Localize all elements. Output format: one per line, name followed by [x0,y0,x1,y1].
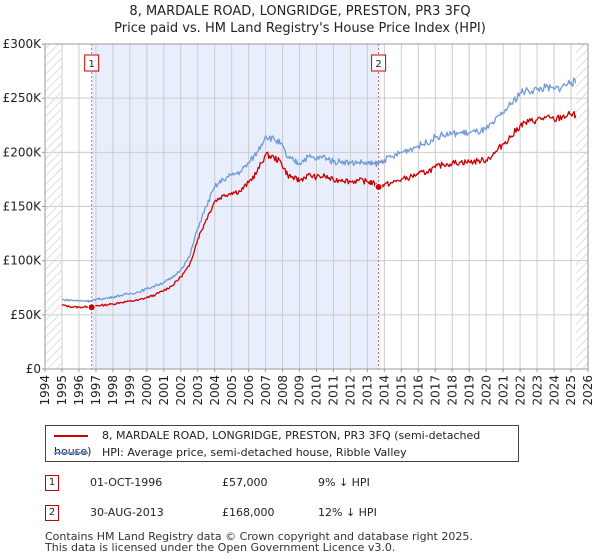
legend-swatch-hpi [54,452,88,454]
x-tick-label: 2003 [191,375,205,406]
legend-swatch-property [54,435,88,437]
post-data-hatch [576,44,588,369]
transaction-hpi-delta: 12% ↓ HPI [318,506,377,519]
chart-title-line2: Price paid vs. HM Land Registry's House … [114,21,486,36]
x-tick-label: 1998 [106,375,120,406]
chart-title-line1: 8, MARDALE ROAD, LONGRIDGE, PRESTON, PR3… [129,4,471,19]
transaction-date: 01-OCT-1996 [90,476,163,489]
x-tick-label: 1996 [72,375,86,406]
transaction-badge: 2 [45,505,59,521]
x-tick-label: 2022 [513,375,527,406]
legend-item-property: 8, MARDALE ROAD, LONGRIDGE, PRESTON, PR3… [54,428,518,458]
y-tick-label: £100K [3,254,43,268]
annotation-box [371,54,387,72]
y-tick-label: £150K [3,200,43,214]
x-tick-label: 2013 [361,375,375,406]
transaction-price: £57,000 [222,476,268,489]
x-tick-label: 1997 [89,375,103,406]
x-tick-label: 2017 [428,375,442,406]
x-tick-label: 2025 [564,375,578,406]
x-tick-label: 2014 [378,375,392,406]
x-tick-label: 2004 [208,375,222,406]
x-tick-label: 2000 [140,375,154,406]
x-tick-label: 2009 [293,375,307,406]
pre-data-hatch [45,44,62,369]
x-tick-label: 2005 [225,375,239,406]
x-tick-label: 2018 [445,375,459,406]
x-tick-label: 2021 [496,375,510,406]
transaction-hpi-delta: 9% ↓ HPI [318,476,370,489]
legend-label-hpi: HPI: Average price, semi-detached house,… [102,446,407,459]
x-tick-label: 2012 [344,375,358,406]
annotation-label: 2 [375,59,381,70]
y-tick-label: £200K [3,145,43,159]
x-tick-label: 2020 [479,375,493,406]
x-tick-label: 1995 [55,375,69,406]
x-tick-label: 2010 [310,375,324,406]
transaction-row: 1 01-OCT-1996 £57,000 9% ↓ HPI [0,474,600,492]
x-tick-label: 2007 [259,375,273,406]
y-tick-label: £300K [3,37,43,51]
transaction-date: 30-AUG-2013 [90,506,164,519]
x-tick-label: 2016 [412,375,426,406]
x-tick-label: 1994 [38,375,52,406]
transaction-badge: 1 [45,475,59,491]
x-tick-label: 2008 [276,375,290,406]
sale-point [87,303,96,312]
y-tick-label: £50K [10,308,42,322]
x-tick-label: 2001 [157,375,171,406]
legend: 8, MARDALE ROAD, LONGRIDGE, PRESTON, PR3… [45,425,519,462]
x-tick-label: 2023 [530,375,544,406]
y-tick-label: £250K [3,91,43,105]
annotation-box [84,54,100,72]
sale-point [374,183,383,191]
x-tick-label: 2002 [174,375,188,406]
hpi-line [61,77,577,303]
annotation-label: 1 [88,59,94,70]
x-tick-label: 2024 [547,375,561,406]
transaction-price: £168,000 [222,506,275,519]
footer-copyright: Contains HM Land Registry data © Crown c… [45,530,473,543]
legend-item-hpi: HPI: Average price, semi-detached house,… [54,445,407,461]
x-tick-label: 2006 [242,375,256,406]
x-tick-label: 2015 [395,375,409,406]
legend-label-property: 8, MARDALE ROAD, LONGRIDGE, PRESTON, PR3… [54,429,481,458]
property-price-line [61,110,577,309]
y-tick-label: £0 [26,362,41,376]
x-tick-label: 2011 [327,375,341,406]
transaction-row: 2 30-AUG-2013 £168,000 12% ↓ HPI [0,504,600,522]
x-tick-label: 2019 [462,375,476,406]
x-tick-label: 1999 [123,375,137,406]
x-tick-label: 2026 [581,375,595,406]
footer-license: This data is licensed under the Open Gov… [45,541,396,554]
